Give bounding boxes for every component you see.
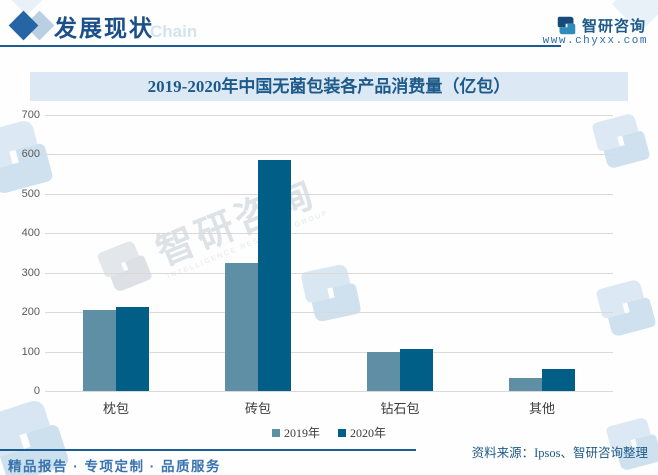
y-tick-label: 200 — [21, 306, 40, 319]
gridline — [45, 351, 613, 353]
legend-item: 2019年 — [271, 424, 320, 441]
x-axis-labels: 枕包 砖包 钻石包 其他 — [45, 398, 613, 417]
chart-title: 2019-2020年中国无菌包装各产品消费量（亿包） — [30, 72, 628, 101]
bar-2019年-其他 — [509, 378, 542, 391]
bar-group — [471, 115, 613, 391]
x-axis-label: 砖包 — [244, 401, 271, 416]
bar-2019年-钻石包 — [367, 352, 400, 391]
bar-2019年-砖包 — [225, 262, 258, 391]
y-tick-label: 600 — [21, 148, 40, 161]
page-title: 发展现状 — [54, 15, 154, 41]
footer-divider — [0, 449, 416, 451]
bar-2020年-枕包 — [116, 307, 149, 391]
y-tick-label: 400 — [21, 227, 40, 240]
plot-area — [45, 115, 613, 392]
brand-website: www.chyxx.com — [542, 35, 648, 47]
legend-item: 2020年 — [338, 424, 386, 441]
header-divider — [0, 45, 561, 47]
gridline — [45, 391, 613, 392]
y-tick-label: 700 — [21, 109, 40, 121]
y-tick-label: 500 — [21, 187, 40, 200]
bar-2020年-砖包 — [258, 160, 291, 391]
brand-logo: 智研咨询 — [556, 15, 646, 36]
gridline — [45, 312, 613, 314]
bar-group — [329, 115, 471, 391]
bar-group — [187, 115, 329, 391]
legend: 2019年 2020年 — [0, 424, 658, 441]
source-note: 资料来源：Ipsos、智研咨询整理 — [471, 446, 648, 460]
bar-2020年-钻石包 — [400, 348, 433, 391]
legend-swatch — [338, 428, 346, 437]
legend-swatch — [271, 428, 280, 437]
gridline — [45, 115, 613, 116]
footer-tagline: 精品报告 · 专项定制 · 品质服务 — [8, 459, 221, 474]
gridline — [45, 272, 613, 274]
x-axis-label: 钻石包 — [380, 401, 420, 416]
brand-watermark-icon — [8, 0, 46, 16]
x-axis-label: 枕包 — [102, 401, 129, 416]
bar-group — [45, 115, 187, 391]
y-tick-label: 100 — [21, 345, 40, 358]
legend-label: 2019年 — [283, 426, 320, 440]
brand-logo-icon — [557, 16, 576, 35]
legend-label: 2020年 — [350, 426, 387, 440]
gridline — [45, 193, 613, 195]
header-watermark-text: Chain — [150, 22, 198, 41]
brand-name: 智研咨询 — [581, 18, 646, 35]
bar-2020年-其他 — [542, 368, 575, 391]
gridline — [45, 233, 613, 235]
gridline — [45, 154, 613, 156]
y-tick-label: 300 — [21, 266, 40, 279]
x-axis-label: 其他 — [528, 401, 555, 416]
bar-2019年-枕包 — [83, 310, 116, 391]
y-tick-label: 0 — [33, 385, 40, 397]
bar-groups — [45, 115, 613, 391]
